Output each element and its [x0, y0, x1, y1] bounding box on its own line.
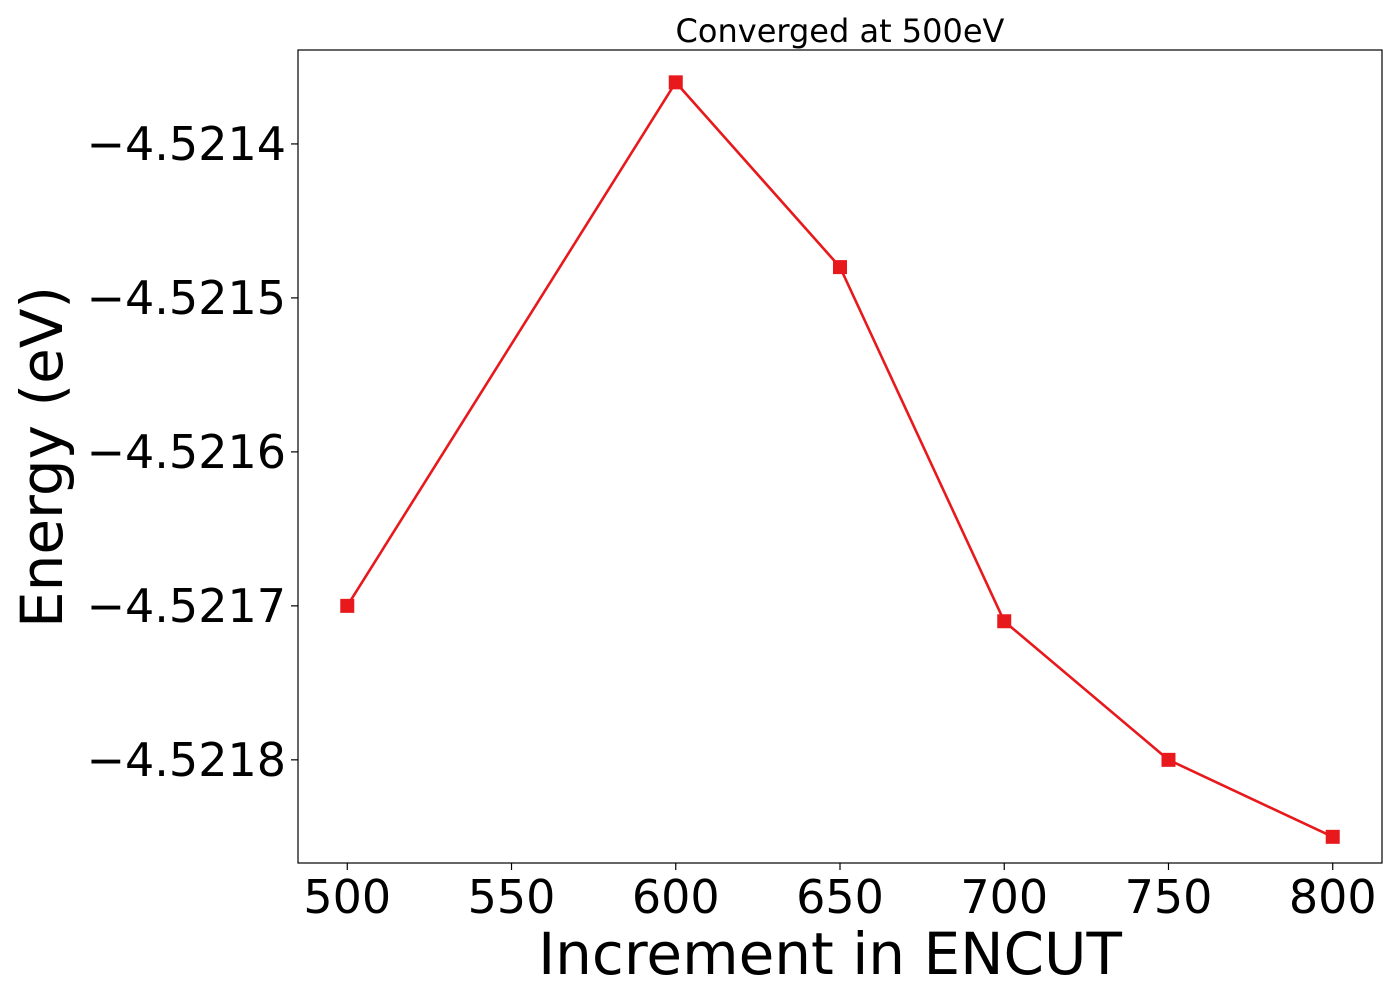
y-tick-label: −4.5216	[87, 425, 287, 479]
x-tick-label: 700	[960, 870, 1048, 924]
series-line	[346, 80, 1334, 839]
y-tick-label: −4.5218	[87, 733, 287, 787]
x-axis-title: Increment in ENCUT	[538, 920, 1122, 988]
x-tick-label: 500	[303, 870, 391, 924]
y-axis-ticks: −4.5218 −4.5217 −4.5216 −4.5215 −4.5214	[87, 117, 298, 787]
y-tick-label: −4.5217	[87, 579, 287, 633]
y-tick-label: −4.5215	[87, 271, 287, 325]
data-point-marker	[668, 75, 683, 90]
chart-title: Converged at 500eV	[676, 12, 1005, 50]
x-tick-label: 750	[1125, 870, 1213, 924]
x-tick-label: 650	[796, 870, 884, 924]
x-tick-label: 600	[632, 870, 720, 924]
x-axis-ticks: 500 550 600 650 700 750 800	[303, 863, 1377, 924]
data-point-marker	[997, 614, 1012, 629]
series-group	[340, 75, 1340, 844]
data-point-marker	[340, 598, 355, 613]
data-point-marker	[1325, 829, 1340, 844]
data-point-marker	[1161, 752, 1176, 767]
plot-area-frame	[297, 49, 1383, 864]
data-point-marker	[833, 260, 847, 275]
x-tick-label: 800	[1289, 870, 1377, 924]
y-tick-label: −4.5214	[87, 117, 287, 171]
y-axis-title: Energy (eV)	[8, 286, 76, 628]
x-tick-label: 550	[468, 870, 556, 924]
